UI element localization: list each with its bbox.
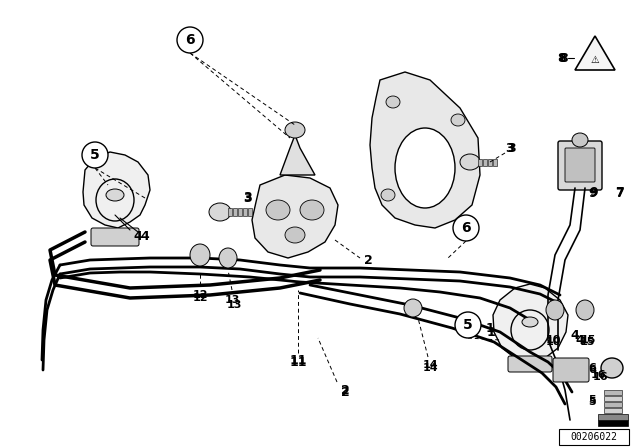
FancyBboxPatch shape: [483, 159, 487, 166]
Text: 7: 7: [616, 185, 625, 198]
FancyBboxPatch shape: [478, 159, 482, 166]
FancyBboxPatch shape: [91, 228, 139, 246]
Text: 1: 1: [486, 322, 494, 335]
Ellipse shape: [219, 248, 237, 268]
Text: 16: 16: [590, 370, 606, 380]
Polygon shape: [83, 152, 150, 228]
Ellipse shape: [451, 114, 465, 126]
Ellipse shape: [395, 128, 455, 208]
Ellipse shape: [576, 300, 594, 320]
Text: 11: 11: [289, 353, 307, 366]
Text: 15: 15: [579, 337, 595, 347]
Text: 4: 4: [571, 328, 579, 341]
Ellipse shape: [601, 358, 623, 378]
Circle shape: [453, 215, 479, 241]
Polygon shape: [575, 36, 615, 70]
Text: 9: 9: [589, 186, 597, 199]
Ellipse shape: [266, 200, 290, 220]
FancyBboxPatch shape: [565, 148, 595, 182]
Text: 6: 6: [461, 221, 471, 235]
Ellipse shape: [381, 189, 395, 201]
Text: 8: 8: [560, 52, 568, 65]
Text: 3: 3: [244, 190, 252, 203]
Text: 3: 3: [506, 142, 515, 155]
Text: 5: 5: [588, 395, 596, 405]
Text: 7: 7: [616, 186, 625, 199]
Ellipse shape: [209, 203, 231, 221]
Ellipse shape: [546, 300, 564, 320]
Circle shape: [82, 142, 108, 168]
Text: 4: 4: [134, 229, 142, 242]
Text: 10: 10: [545, 337, 561, 347]
Ellipse shape: [190, 244, 210, 266]
Text: 6: 6: [185, 33, 195, 47]
Polygon shape: [252, 175, 338, 258]
Text: 4: 4: [141, 229, 149, 242]
Text: 8: 8: [557, 52, 566, 65]
FancyBboxPatch shape: [559, 429, 629, 445]
FancyBboxPatch shape: [598, 420, 628, 426]
Text: 13: 13: [224, 295, 240, 305]
FancyBboxPatch shape: [553, 358, 589, 382]
Text: 2: 2: [340, 385, 349, 399]
Text: 13: 13: [227, 300, 242, 310]
Text: 5: 5: [90, 148, 100, 162]
Text: 2: 2: [340, 383, 349, 396]
Text: 12: 12: [192, 293, 208, 303]
Text: 6: 6: [588, 363, 596, 373]
Text: 14: 14: [422, 360, 438, 370]
FancyBboxPatch shape: [604, 396, 622, 401]
FancyBboxPatch shape: [488, 159, 492, 166]
FancyBboxPatch shape: [558, 141, 602, 190]
Ellipse shape: [285, 227, 305, 243]
Ellipse shape: [522, 317, 538, 327]
FancyBboxPatch shape: [604, 390, 622, 395]
Text: 6: 6: [588, 365, 596, 375]
Text: 4: 4: [575, 333, 584, 346]
Text: 10: 10: [545, 335, 561, 345]
FancyBboxPatch shape: [493, 159, 497, 166]
Circle shape: [455, 312, 481, 338]
Ellipse shape: [106, 189, 124, 201]
FancyBboxPatch shape: [604, 408, 622, 413]
Text: 11: 11: [289, 356, 307, 369]
Text: 16: 16: [592, 372, 608, 382]
Text: 00206022: 00206022: [570, 432, 618, 442]
Text: 5: 5: [588, 397, 596, 407]
Ellipse shape: [300, 200, 324, 220]
Text: ⚠: ⚠: [591, 55, 600, 65]
FancyBboxPatch shape: [238, 208, 242, 216]
FancyBboxPatch shape: [233, 208, 237, 216]
Text: 15: 15: [580, 335, 596, 345]
FancyBboxPatch shape: [228, 208, 232, 216]
FancyBboxPatch shape: [604, 402, 622, 407]
Circle shape: [177, 27, 203, 53]
Ellipse shape: [404, 299, 422, 317]
Text: 2: 2: [364, 254, 372, 267]
Text: 12: 12: [192, 290, 208, 300]
Text: 3: 3: [244, 191, 252, 204]
Polygon shape: [370, 72, 480, 228]
FancyBboxPatch shape: [508, 356, 552, 372]
FancyBboxPatch shape: [243, 208, 247, 216]
Text: 3: 3: [508, 142, 516, 155]
Text: 1: 1: [486, 326, 495, 339]
Ellipse shape: [572, 133, 588, 147]
Text: 5: 5: [463, 318, 473, 332]
Polygon shape: [280, 135, 315, 175]
Text: 9: 9: [589, 185, 598, 198]
Ellipse shape: [285, 122, 305, 138]
Ellipse shape: [386, 96, 400, 108]
FancyBboxPatch shape: [248, 208, 252, 216]
Text: 14: 14: [422, 363, 438, 373]
Ellipse shape: [460, 154, 480, 170]
Polygon shape: [598, 414, 628, 420]
Polygon shape: [493, 284, 568, 362]
